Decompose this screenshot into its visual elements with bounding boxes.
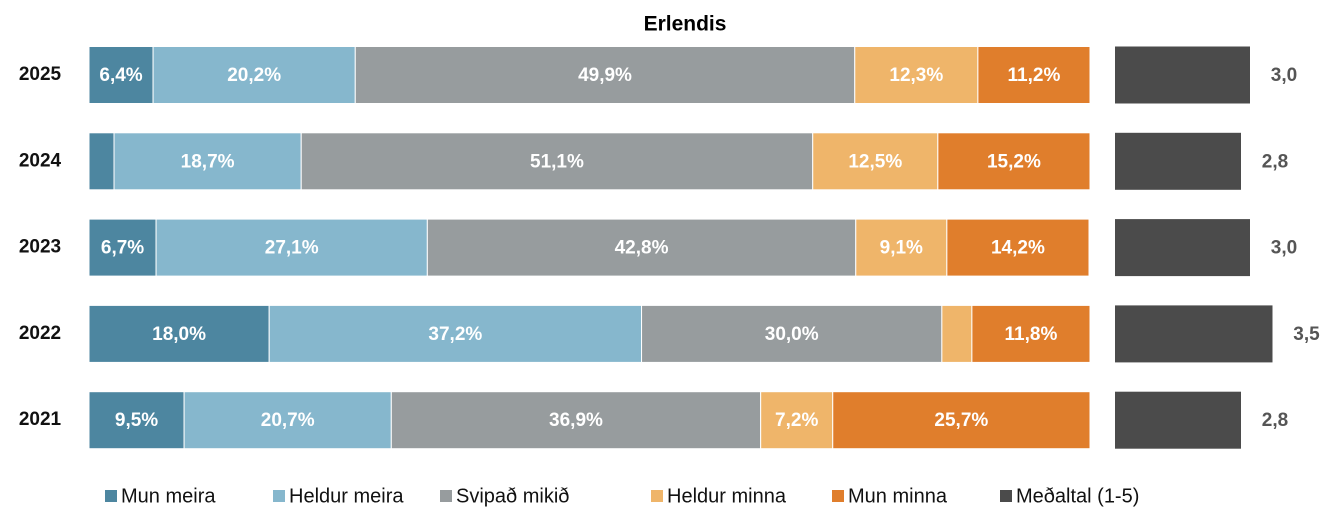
average-bar	[1115, 132, 1241, 190]
data-label: 15,2%	[987, 151, 1041, 172]
bar-segment	[390, 391, 762, 450]
bar-segment	[941, 304, 973, 363]
bar-segment	[641, 304, 943, 363]
average-bar	[1115, 219, 1250, 277]
bar-segment	[812, 132, 939, 191]
bar-segment	[937, 132, 1091, 191]
bar-segment	[855, 218, 948, 277]
legend-swatch	[651, 490, 663, 502]
legend-label: Svipað mikið	[456, 485, 569, 507]
bar-segment	[300, 132, 814, 191]
data-label: 20,7%	[261, 410, 315, 431]
bar-segment	[88, 46, 154, 104]
bar-segment	[88, 218, 157, 277]
bar-segment	[946, 218, 1090, 277]
data-label: 27,1%	[265, 238, 319, 259]
bar-segment	[88, 304, 270, 363]
data-label: 9,5%	[115, 410, 158, 431]
bar-segment	[88, 132, 115, 191]
bar-segment	[977, 46, 1091, 104]
data-label: 6,4%	[99, 65, 142, 86]
bar-segment	[354, 46, 856, 104]
data-label: 12,3%	[889, 65, 943, 86]
average-bar	[1115, 391, 1241, 449]
bar-segment	[832, 391, 1091, 450]
legend-label: Mun minna	[848, 485, 948, 507]
bar-segment	[971, 304, 1091, 363]
average-label: 3,5	[1293, 324, 1320, 345]
data-label: 11,2%	[1008, 65, 1061, 86]
data-label: 18,0%	[152, 324, 206, 345]
bar-segment	[88, 391, 185, 450]
legend-swatch	[105, 490, 117, 502]
data-label: 51,1%	[530, 151, 584, 172]
data-label: 11,8%	[1005, 324, 1058, 345]
data-label: 6,7%	[101, 238, 144, 259]
data-label: 49,9%	[578, 65, 632, 86]
bar-segment	[760, 391, 834, 450]
y-tick-label: 2025	[19, 64, 62, 85]
legend-swatch	[440, 490, 452, 502]
average-label: 2,8	[1262, 151, 1288, 172]
legend-swatch	[1000, 490, 1012, 502]
average-label: 3,0	[1271, 65, 1297, 86]
chart-title: Erlendis	[644, 13, 727, 36]
data-label: 7,2%	[775, 410, 818, 431]
y-tick-label: 2021	[19, 409, 62, 430]
data-label: 30,0%	[765, 324, 819, 345]
data-label: 12,5%	[848, 151, 902, 172]
legend-swatch	[832, 490, 844, 502]
data-label: 25,7%	[934, 410, 988, 431]
bar-segment	[426, 218, 857, 277]
bar-segment	[183, 391, 392, 450]
average-bar	[1115, 305, 1273, 363]
y-tick-label: 2024	[19, 150, 62, 171]
y-tick-label: 2023	[19, 237, 61, 258]
bar-segment	[854, 46, 979, 104]
data-label: 42,8%	[615, 238, 669, 259]
y-tick-label: 2022	[19, 323, 61, 344]
legend-label: Heldur minna	[667, 485, 787, 507]
bar-segment	[268, 304, 643, 363]
legend-label: Meðaltal (1-5)	[1016, 485, 1139, 507]
average-label: 3,0	[1271, 238, 1297, 259]
data-label: 14,2%	[991, 238, 1045, 259]
data-label: 36,9%	[549, 410, 603, 431]
data-label: 9,1%	[880, 238, 923, 259]
legend-label: Mun meira	[121, 485, 216, 507]
bar-segment	[152, 46, 356, 104]
average-label: 2,8	[1262, 410, 1288, 431]
bar-segment	[113, 132, 302, 191]
average-bar	[1115, 46, 1250, 104]
legend-swatch	[273, 490, 285, 502]
legend-label: Heldur meira	[289, 485, 404, 507]
data-label: 37,2%	[428, 324, 482, 345]
data-label: 18,7%	[181, 151, 235, 172]
data-label: 20,2%	[227, 65, 281, 86]
